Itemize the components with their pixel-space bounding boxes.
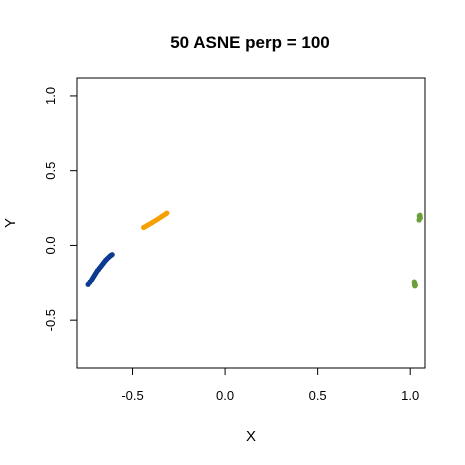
y-tick-label: 0.5: [43, 162, 58, 180]
x-axis: -0.5 0.0 0.5 1.0: [121, 367, 419, 403]
y-tick-label: -0.5: [43, 309, 58, 331]
data-point-series-1: [109, 252, 115, 258]
x-tick-label: 0.0: [216, 388, 234, 403]
data-point-series-3: [411, 281, 418, 288]
y-axis: -0.5 0.0 0.5 1.0: [43, 87, 78, 331]
x-tick-label: 1.0: [401, 388, 419, 403]
x-tick-label: 0.5: [309, 388, 327, 403]
data-points: [85, 210, 423, 289]
y-axis-label: Y: [2, 218, 19, 228]
x-axis-label: X: [246, 428, 256, 445]
data-point-series-2: [164, 210, 170, 216]
data-point-series-3: [417, 215, 423, 221]
chart-title: 50 ASNE perp = 100: [170, 33, 330, 52]
x-tick-label: -0.5: [121, 388, 143, 403]
y-tick-label: 0.0: [43, 236, 58, 254]
y-tick-label: 1.0: [43, 87, 58, 105]
